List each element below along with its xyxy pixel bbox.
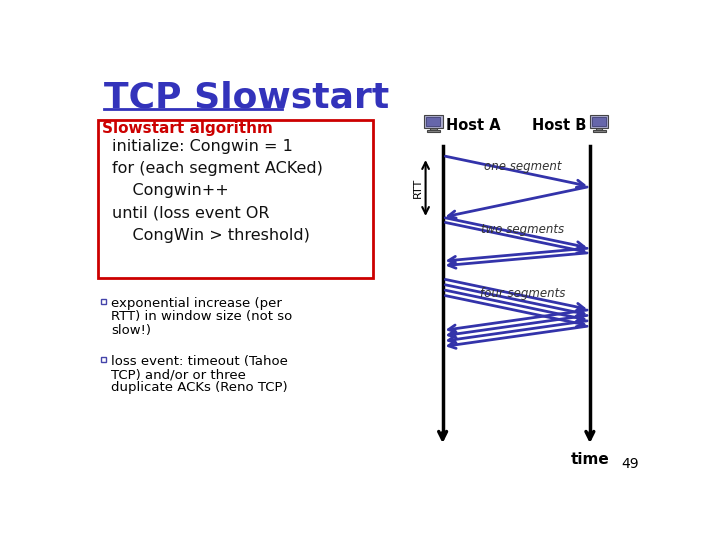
Bar bbox=[424, 115, 443, 129]
Text: RTT: RTT bbox=[413, 178, 423, 198]
Text: four segments: four segments bbox=[480, 287, 565, 300]
Text: until (loss event OR: until (loss event OR bbox=[112, 206, 269, 221]
Bar bbox=[590, 115, 608, 129]
Bar bbox=[426, 117, 441, 126]
Text: one segment: one segment bbox=[484, 160, 561, 173]
Text: Host B: Host B bbox=[531, 118, 586, 133]
Text: duplicate ACKs (Reno TCP): duplicate ACKs (Reno TCP) bbox=[111, 381, 287, 394]
Text: TCP) and/or or three: TCP) and/or or three bbox=[111, 368, 246, 381]
Bar bbox=[427, 130, 440, 132]
Text: RTT) in window size (not so: RTT) in window size (not so bbox=[111, 310, 292, 323]
Bar bbox=[101, 356, 107, 362]
Text: loss event: timeout (Tahoe: loss event: timeout (Tahoe bbox=[111, 355, 288, 368]
Text: Host A: Host A bbox=[446, 118, 501, 133]
Text: for (each segment ACKed): for (each segment ACKed) bbox=[112, 161, 323, 176]
Bar bbox=[430, 128, 436, 131]
Text: time: time bbox=[570, 452, 609, 467]
FancyBboxPatch shape bbox=[98, 120, 373, 278]
Bar bbox=[592, 117, 606, 126]
Text: TCP Slowstart: TCP Slowstart bbox=[104, 80, 390, 114]
Text: Slowstart algorithm: Slowstart algorithm bbox=[102, 121, 274, 136]
Text: initialize: Congwin = 1: initialize: Congwin = 1 bbox=[112, 139, 292, 154]
Bar bbox=[596, 128, 603, 131]
Text: CongWin > threshold): CongWin > threshold) bbox=[112, 228, 310, 243]
Text: slow!): slow!) bbox=[111, 323, 151, 336]
Text: exponential increase (per: exponential increase (per bbox=[111, 298, 282, 310]
Bar bbox=[101, 299, 107, 304]
Text: Congwin++: Congwin++ bbox=[112, 184, 228, 198]
Bar bbox=[593, 130, 606, 132]
Text: two segments: two segments bbox=[481, 224, 564, 237]
Text: 49: 49 bbox=[621, 457, 639, 471]
